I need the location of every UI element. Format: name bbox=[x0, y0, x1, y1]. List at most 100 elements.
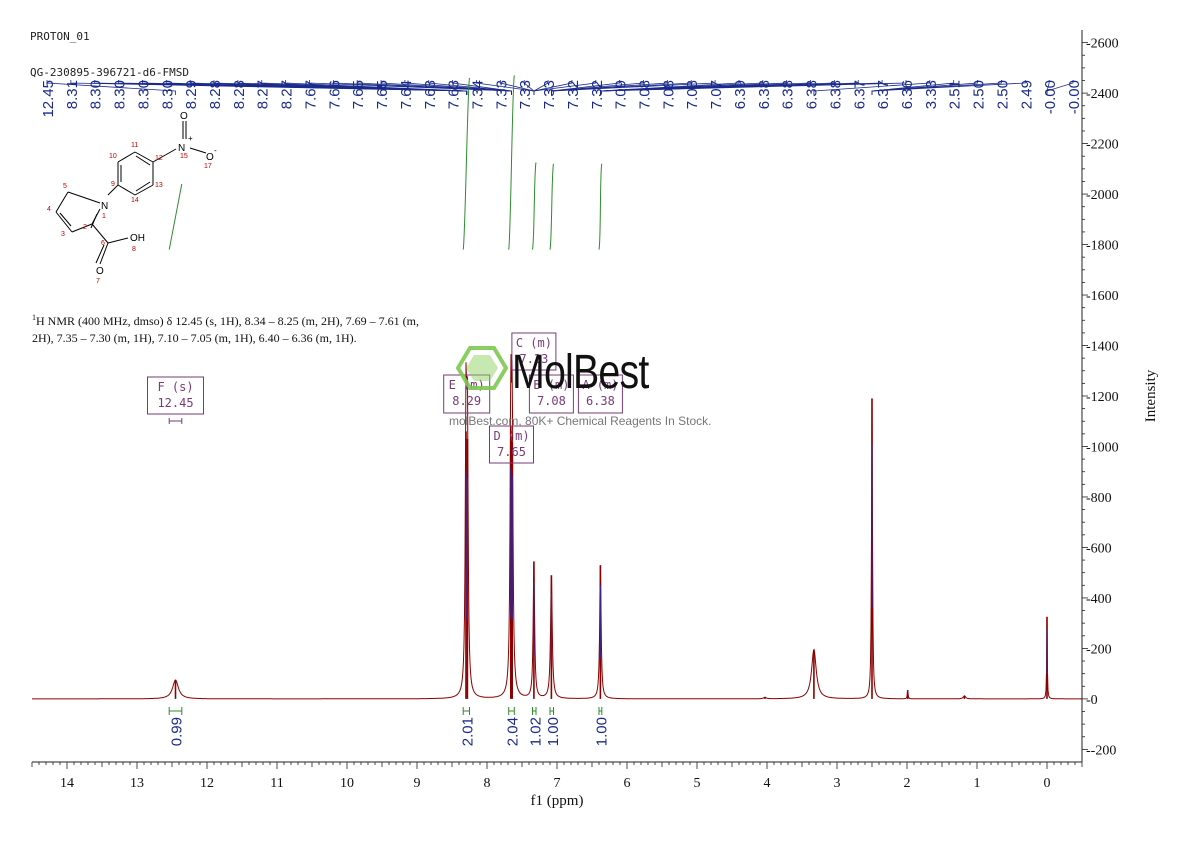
atom-index-12: 12 bbox=[155, 155, 163, 162]
x-tick-label: 14 bbox=[60, 776, 74, 791]
atom-index-9: 9 bbox=[111, 181, 115, 188]
multiplet-shift: 8.29 bbox=[452, 394, 481, 408]
x-tick-label: 8 bbox=[484, 776, 491, 791]
peak-label: 2.50 bbox=[971, 80, 988, 109]
multiplet-shift: 12.45 bbox=[157, 396, 193, 410]
atom-index-1: 1 bbox=[102, 213, 106, 220]
x-tick-label: 11 bbox=[270, 776, 283, 791]
multiplet-box bbox=[443, 374, 491, 414]
multiplet-box bbox=[528, 374, 574, 414]
y-tick-label: -200 bbox=[1086, 642, 1112, 657]
multiplet-box bbox=[147, 376, 204, 415]
y-tick-label: -1800 bbox=[1086, 239, 1119, 254]
integral-curve bbox=[598, 163, 603, 250]
atom-index-7: 7 bbox=[96, 278, 100, 285]
y-tick-label: -1200 bbox=[1086, 390, 1119, 405]
y-tick-label: -2600 bbox=[1086, 37, 1119, 52]
peak-label-connector bbox=[1046, 80, 1074, 95]
spectrum-layer bbox=[32, 354, 1082, 700]
x-tick-label: 13 bbox=[130, 776, 144, 791]
integration-layer: 0.99 2.01 2.04 1.02 1.00 1.00 bbox=[169, 707, 610, 746]
peak-label: 8.31 bbox=[64, 80, 81, 109]
peak-label: -0.00 bbox=[1042, 80, 1059, 114]
peak-label: 6.38 bbox=[804, 80, 821, 109]
y-tick-label: --200 bbox=[1086, 743, 1116, 758]
multiplet-label: B (m) bbox=[533, 378, 569, 392]
atom-o-carbonyl: O bbox=[96, 266, 104, 277]
integral-curve bbox=[532, 162, 537, 250]
peak-label: 8.28 bbox=[231, 80, 248, 109]
x-tick-label: 7 bbox=[554, 776, 561, 791]
peak-label: 12.45 bbox=[40, 80, 57, 118]
atom-index-6: 6 bbox=[101, 240, 105, 247]
multiplet-box bbox=[511, 332, 557, 371]
atom-index-5: 5 bbox=[63, 183, 67, 190]
peak-label: 6.38 bbox=[756, 80, 773, 109]
molbest-logo-icon bbox=[455, 346, 509, 390]
integration-value: 1.00 bbox=[545, 717, 562, 746]
y-tick-label: -1400 bbox=[1086, 340, 1119, 355]
integral-curve bbox=[462, 77, 470, 250]
x-tick-label: 10 bbox=[340, 776, 354, 791]
peak-label: 7.08 bbox=[637, 80, 654, 109]
integration-value: 2.01 bbox=[459, 717, 476, 746]
peak-label-connector bbox=[551, 80, 716, 95]
peak-label: 8.28 bbox=[207, 80, 224, 109]
peak-label-connector bbox=[46, 80, 176, 95]
multiplet-shift: 7.08 bbox=[537, 394, 566, 408]
peak-label: 2.51 bbox=[947, 80, 964, 109]
peak-label: 6.37 bbox=[875, 80, 892, 109]
peak-label: 7.67 bbox=[302, 80, 319, 109]
multiplet-box-layer: F (s)12.45E (m)8.29D (m)7.65C (m)7.33B (… bbox=[147, 332, 623, 464]
peak-label: 8.30 bbox=[135, 80, 152, 109]
atom-index-8: 8 bbox=[132, 246, 136, 253]
sample-id: QG-230895-396721-d6-FMSD bbox=[30, 66, 189, 79]
watermark-brand: MolBest bbox=[512, 346, 649, 399]
peak-label: 7.32 bbox=[565, 80, 582, 109]
peak-label: 7.65 bbox=[374, 80, 391, 109]
atom-index-10: 10 bbox=[109, 153, 117, 160]
x-tick-label: 9 bbox=[414, 776, 421, 791]
peak-label: 8.30 bbox=[112, 80, 129, 109]
x-axis-label: f1 (ppm) bbox=[531, 793, 584, 809]
peak-label: 2.50 bbox=[994, 80, 1011, 109]
atom-n-pyrrole: N bbox=[101, 201, 108, 212]
peak-label-connector bbox=[871, 80, 1026, 95]
y-axis-label: Intensity bbox=[1143, 369, 1159, 422]
peak-label: 7.33 bbox=[541, 80, 558, 109]
multiplet-label: D (m) bbox=[493, 429, 529, 443]
peak-label: 8.29 bbox=[183, 80, 200, 109]
y-tick-label: -2000 bbox=[1086, 188, 1119, 203]
peak-label: 7.32 bbox=[589, 80, 606, 109]
peak-label: 6.38 bbox=[780, 80, 797, 109]
peak-label: 7.34 bbox=[469, 80, 486, 109]
multiplet-box bbox=[577, 374, 623, 414]
peak-label: 8.30 bbox=[88, 80, 105, 109]
x-tick-label: 1 bbox=[974, 776, 981, 791]
integral-curve bbox=[549, 163, 554, 250]
integration-value: 2.04 bbox=[505, 717, 522, 746]
axis-layer: 14 13 12 11 10 9 8 7 6 5 4 3 2 1 0f1 (ppm)--200-0-200-… bbox=[31, 30, 1159, 809]
atom-index-15: 15 bbox=[180, 153, 188, 160]
x-tick-label: 6 bbox=[624, 776, 631, 791]
peak-label-connector bbox=[533, 80, 597, 95]
peak-label: 7.33 bbox=[493, 80, 510, 109]
integral-curve-layer bbox=[168, 75, 603, 250]
peak-label-connector bbox=[600, 80, 907, 95]
peak-label: 7.64 bbox=[398, 80, 415, 109]
peak-label: 7.63 bbox=[446, 80, 463, 109]
integration-value: 1.02 bbox=[527, 717, 544, 746]
peak-label: 7.66 bbox=[326, 80, 343, 109]
integral-curve bbox=[168, 183, 183, 250]
multiplet-shift: 7.33 bbox=[519, 352, 548, 366]
atom-charge-minus: - bbox=[214, 146, 217, 155]
peak-label: 8.27 bbox=[255, 80, 272, 109]
peak-label-connector bbox=[452, 80, 512, 95]
multiplet-label: C (m) bbox=[516, 336, 552, 350]
y-tick-label: -2200 bbox=[1086, 138, 1119, 153]
peak-label-connector bbox=[285, 80, 468, 95]
x-tick-label: 4 bbox=[764, 776, 771, 791]
atom-o-minus: O bbox=[206, 152, 214, 163]
x-tick-label: 12 bbox=[200, 776, 214, 791]
